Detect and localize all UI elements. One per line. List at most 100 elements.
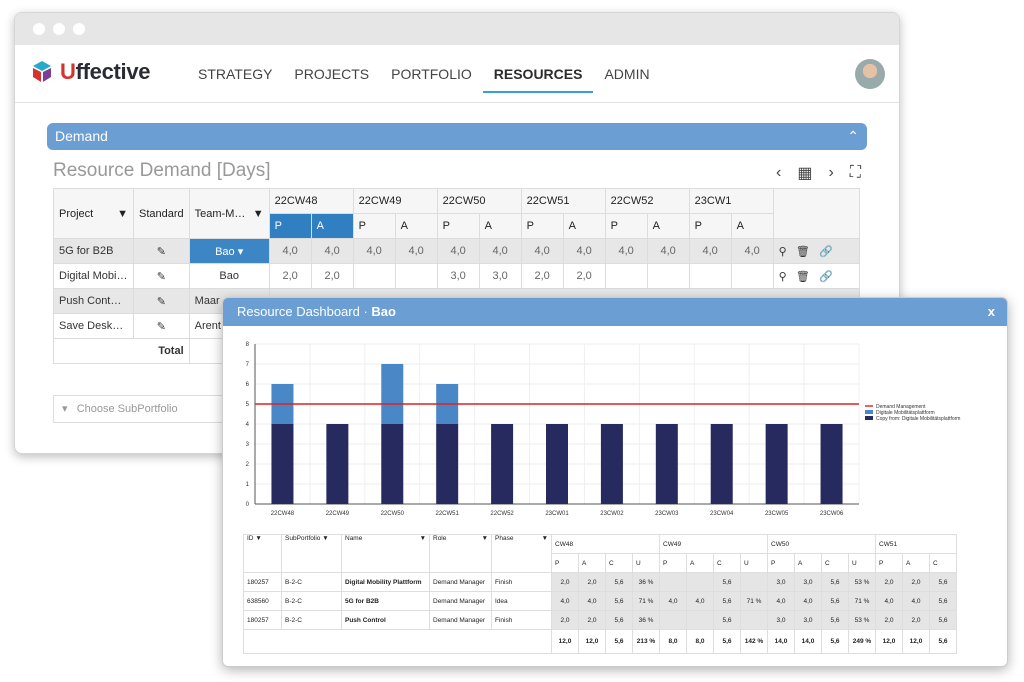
col-p[interactable]: P — [688, 213, 732, 239]
cell[interactable]: 4,0 — [604, 238, 648, 264]
chevron-up-icon[interactable]: ⌃ — [847, 128, 859, 144]
col-p[interactable]: P — [520, 213, 564, 239]
project-name[interactable]: Digital Mobi… — [53, 263, 134, 289]
filter-icon[interactable]: ▼ — [541, 535, 548, 542]
col-project[interactable]: Project ▼ — [53, 188, 134, 239]
table-row[interactable]: Digital Mobi… ✎ Bao 2,0 2,0 3,0 3,0 2,0 … — [53, 263, 860, 289]
filter-icon[interactable]: ▼ — [255, 535, 262, 542]
cell: 5,6 — [713, 591, 741, 611]
table-row[interactable]: 638560 B-2-C 5G for B2B Demand Manager Idea 4… — [243, 591, 957, 611]
col-phase[interactable]: Phase ▼ — [491, 534, 552, 573]
chevron-right-icon[interactable]: › — [828, 164, 834, 181]
bar — [326, 424, 349, 504]
nav-resources[interactable]: RESOURCES — [482, 45, 594, 103]
cell[interactable] — [688, 263, 732, 289]
cell[interactable] — [352, 263, 396, 289]
link-icon[interactable]: 🔗 — [819, 245, 833, 258]
cell[interactable]: 4,0 — [730, 238, 774, 264]
table-row[interactable]: 180257 B-2-C Digital Mobility Plattform Dem… — [243, 572, 957, 592]
cell[interactable] — [646, 263, 690, 289]
filter-icon[interactable]: ▼ — [117, 207, 128, 220]
avatar[interactable] — [855, 59, 885, 89]
col-p[interactable]: P — [436, 213, 480, 239]
cell: 71 % — [740, 591, 768, 611]
cell[interactable]: 4,0 — [268, 238, 312, 264]
pencil-icon[interactable]: ✎ — [133, 313, 190, 339]
logo[interactable]: Uffective — [29, 59, 151, 85]
col-name[interactable]: Name ▼ — [341, 534, 430, 573]
cell[interactable]: 2,0 — [562, 263, 606, 289]
cell[interactable]: 3,0 — [436, 263, 480, 289]
project-name[interactable]: Push Cont… — [53, 288, 134, 314]
col-id[interactable]: ID ▼ — [243, 534, 282, 573]
filter-icon[interactable]: ▼ — [481, 535, 488, 542]
col-a[interactable]: A — [730, 213, 774, 239]
cell[interactable]: 4,0 — [520, 238, 564, 264]
cell[interactable]: 4,0 — [562, 238, 606, 264]
pencil-icon[interactable]: ✎ — [133, 238, 190, 264]
cell: 3,0 — [767, 572, 795, 592]
nav-admin[interactable]: ADMIN — [604, 66, 650, 82]
nav-strategy[interactable]: STRATEGY — [198, 66, 273, 82]
col-a[interactable]: A — [646, 213, 690, 239]
project-name[interactable]: Save Desk… — [53, 313, 134, 339]
col-a[interactable]: A — [562, 213, 606, 239]
fullscreen-icon[interactable]: ⛶ — [849, 164, 861, 181]
cell[interactable] — [394, 263, 438, 289]
x-tick-label: 23CW05 — [765, 511, 789, 517]
col-p[interactable]: P — [604, 213, 648, 239]
legend-label: Copy from: Digitale Mobilitätsplattform — [876, 416, 960, 422]
col-p[interactable]: P — [268, 213, 312, 239]
pencil-icon[interactable]: ✎ — [133, 263, 190, 289]
link-icon[interactable]: 🔗 — [819, 270, 833, 283]
cell[interactable]: 4,0 — [646, 238, 690, 264]
col-a[interactable]: A — [310, 213, 354, 239]
window-dot[interactable] — [73, 23, 85, 35]
broom-icon[interactable]: ⚲ — [778, 270, 787, 283]
table-row[interactable]: 5G for B2B ✎ Bao ▾ 4,0 4,0 4,0 4,0 4,0 4… — [53, 238, 860, 264]
calendar-icon[interactable]: ▦ — [797, 165, 813, 182]
broom-icon[interactable]: ⚲ — [778, 245, 787, 258]
team-select[interactable]: Bao ▾ — [188, 238, 270, 264]
pencil-icon[interactable]: ✎ — [133, 288, 190, 314]
team-select[interactable]: Bao — [188, 263, 270, 289]
col-a[interactable]: A — [478, 213, 522, 239]
bar — [436, 424, 459, 504]
trash-icon[interactable]: 🗑 — [795, 270, 810, 283]
cell[interactable] — [730, 263, 774, 289]
cell[interactable]: 2,0 — [268, 263, 312, 289]
total-cell: 14,0 — [794, 629, 822, 654]
cell: 4,0 — [551, 591, 579, 611]
cell[interactable]: 2,0 — [520, 263, 564, 289]
cell[interactable]: 2,0 — [310, 263, 354, 289]
demand-panel-header[interactable]: Demand ⌃ — [47, 123, 867, 150]
cell[interactable]: 4,0 — [436, 238, 480, 264]
col-a[interactable]: A — [394, 213, 438, 239]
col-p[interactable]: P — [352, 213, 396, 239]
nav-projects[interactable]: PROJECTS — [294, 66, 370, 82]
cell: 36 % — [632, 610, 660, 630]
cell[interactable]: 4,0 — [310, 238, 354, 264]
filter-icon[interactable]: ▼ — [419, 535, 426, 542]
close-icon[interactable]: x — [987, 304, 995, 319]
cell[interactable]: 4,0 — [394, 238, 438, 264]
table-row[interactable]: 180257 B-2-C Push Control Demand Manager Fin… — [243, 610, 957, 630]
cell[interactable]: 3,0 — [478, 263, 522, 289]
nav-portfolio[interactable]: PORTFOLIO — [391, 66, 472, 82]
window-dot[interactable] — [33, 23, 45, 35]
col-team[interactable]: Team-M… ▼ — [188, 188, 270, 239]
col-subportfolio[interactable]: SubPortfolio ▼ — [281, 534, 342, 573]
trash-icon[interactable]: 🗑 — [795, 245, 810, 258]
col-role[interactable]: Role ▼ — [429, 534, 492, 573]
project-name[interactable]: 5G for B2B — [53, 238, 134, 264]
filter-icon[interactable]: ▼ — [322, 535, 329, 542]
cell[interactable]: 4,0 — [478, 238, 522, 264]
col-standard[interactable]: Standard — [133, 188, 190, 239]
chevron-left-icon[interactable]: ‹ — [776, 164, 782, 181]
window-dot[interactable] — [53, 23, 65, 35]
cell[interactable]: 4,0 — [352, 238, 396, 264]
cell[interactable] — [604, 263, 648, 289]
filter-icon[interactable]: ▼ — [252, 207, 264, 220]
total-cell: 5,6 — [605, 629, 633, 654]
cell[interactable]: 4,0 — [688, 238, 732, 264]
